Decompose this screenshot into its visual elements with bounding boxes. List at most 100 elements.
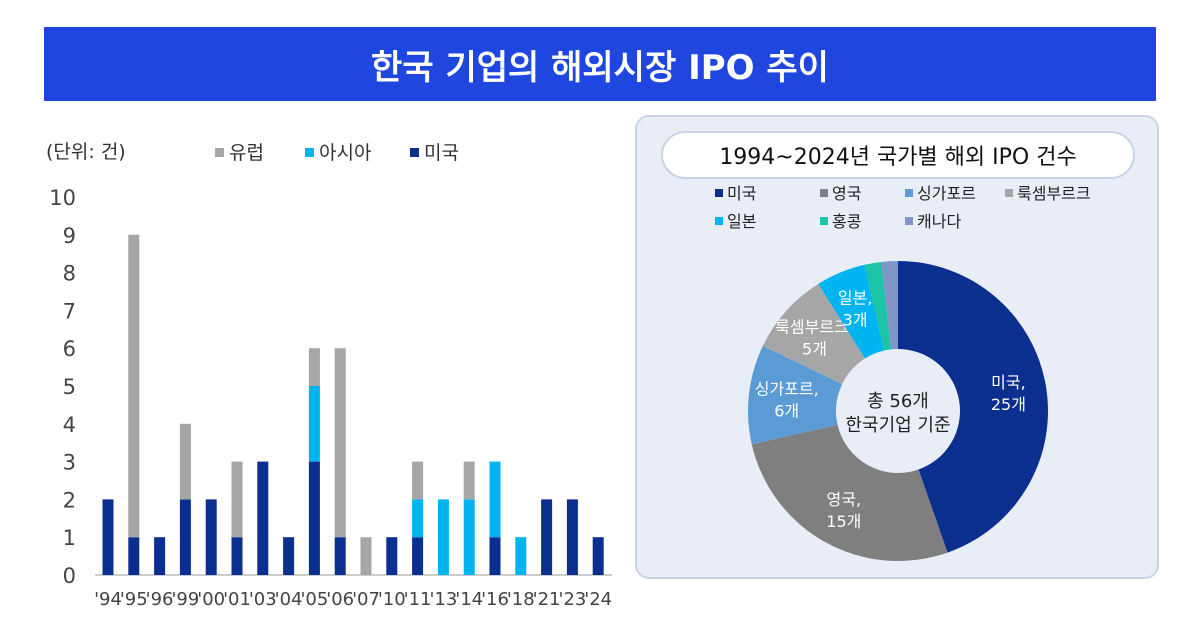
center-label: 총 56개 [867,391,929,412]
slice-label: 15개 [826,512,861,531]
bar-segment [412,499,424,538]
x-tick-label: '23 [558,589,586,610]
bar-segment [592,537,604,575]
legend-swatch [820,189,828,197]
y-tick-label: 5 [63,375,76,399]
bar-segment [308,348,320,386]
x-tick-label: '24 [584,589,612,610]
bar-segment [179,499,191,575]
legend-swatch [820,217,828,225]
slice-label: 3개 [843,311,868,330]
x-tick-label: '07 [352,589,380,610]
bar-segment [437,499,449,575]
x-tick-label: '18 [507,589,535,610]
bar-segment [154,537,166,575]
legend-label: 미국 [727,184,756,203]
bar-segment [463,499,475,575]
legend-label: 미국 [424,142,459,164]
bar-segment [231,461,243,538]
x-tick-label: '00 [197,589,225,610]
x-tick-label: '10 [378,589,406,610]
legend-label: 영국 [832,184,861,203]
donut-slice [751,424,948,561]
x-tick-label: '14 [455,589,483,610]
bar-segment [231,537,243,575]
legend-swatch [715,189,723,197]
bar-segment [257,461,269,575]
slice-label: 미국, [991,373,1026,392]
bar-segment [128,537,140,575]
y-tick-label: 8 [63,262,76,286]
slice-label: 싱가포르, [755,379,819,398]
bar-segment [566,499,578,575]
bar-segment [102,499,114,575]
y-tick-label: 6 [63,337,76,361]
legend-swatch [305,148,314,157]
bar-segment [308,386,320,462]
slice-label: 룩셈부르크, [775,317,854,336]
center-label: 한국기업 기준 [845,415,950,436]
bar-segment [205,499,217,575]
x-tick-label: '94 [94,589,122,610]
x-tick-label: '13 [429,589,457,610]
slice-label: 25개 [991,395,1026,414]
bar-segment [128,234,140,538]
bar-segment [412,537,424,575]
pie-title: 1994~2024년 국가별 해외 IPO 건수 [661,131,1135,179]
bar-segment [463,461,475,500]
bar-segment [334,348,346,538]
y-tick-label: 1 [63,526,76,550]
x-tick-label: '06 [326,589,354,610]
y-tick-label: 0 [63,564,76,588]
x-tick-label: '11 [404,589,432,610]
slice-label: 5개 [802,339,827,358]
bar-segment [334,537,346,575]
donut-slice [898,261,1048,553]
donut-slice [762,283,866,385]
legend-label: 룩셈부르크 [1017,184,1091,203]
x-tick-label: '96 [146,589,174,610]
unit-label: (단위: 건) [46,141,126,163]
bar-chart: (단위: 건) 유럽 아시아 미국012345678910'94'95'96'99'0… [46,141,612,610]
donut-slice [818,264,885,359]
bar-segment [515,537,527,575]
y-tick-label: 4 [63,413,76,437]
page-title: 한국 기업의 해외시장 IPO 추이 [44,27,1156,101]
bar-segment [360,537,372,575]
slice-label: 일본, [838,289,873,308]
bar-segment [541,499,553,575]
bar-segment [412,461,424,500]
legend-label: 홍콩 [832,212,861,231]
legend-label: 싱가포르 [917,184,976,203]
slice-label: 6개 [774,401,799,420]
legend-swatch [715,217,723,225]
x-tick-label: '05 [300,589,328,610]
y-tick-label: 2 [63,488,76,512]
x-tick-label: '99 [171,589,199,610]
y-tick-label: 7 [63,299,76,323]
x-tick-label: '01 [223,589,251,610]
legend-swatch [1005,189,1013,197]
bar-segment [386,537,398,575]
donut-slice [881,261,898,350]
slice-label: 영국, [827,490,862,509]
legend-swatch [410,148,419,157]
bar-segment [179,423,191,500]
bar-segment [283,537,295,575]
donut-slice [748,345,843,445]
y-tick-label: 3 [63,451,76,475]
x-tick-label: '95 [120,589,148,610]
x-tick-label: '04 [275,589,303,610]
donut-slice [864,261,892,351]
legend-swatch [215,148,224,157]
bar-segment [308,461,320,575]
bar-segment [489,537,501,575]
x-tick-label: '21 [533,589,561,610]
legend-label: 아시아 [319,142,371,164]
legend-swatch [905,217,913,225]
legend-swatch [905,189,913,197]
legend-label: 유럽 [229,142,264,164]
legend-label: 캐나다 [917,212,961,231]
x-tick-label: '16 [481,589,509,610]
